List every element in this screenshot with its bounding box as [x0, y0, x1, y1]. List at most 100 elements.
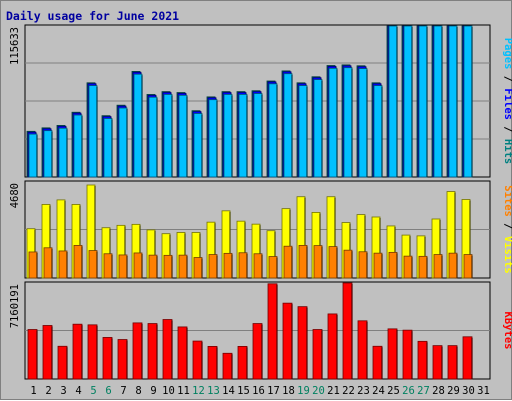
bar-kbytes-day-15 — [237, 345, 248, 380]
bar-kbytes-day-23 — [357, 320, 368, 380]
bar-sites-day-15 — [238, 252, 248, 279]
right-axis-label: KBytes — [502, 312, 512, 350]
bar-pages-day-6 — [103, 118, 113, 178]
y-max-label: 7160191 — [9, 284, 21, 328]
bar-sites-day-11 — [178, 254, 188, 279]
bar-pages-day-21 — [328, 67, 338, 178]
bar-kbytes-day-27 — [417, 340, 428, 380]
x-tick-label: 12 — [192, 385, 205, 397]
bar-sites-day-19 — [298, 245, 308, 279]
bar-sites-day-8 — [133, 252, 143, 279]
x-tick-label: 7 — [120, 385, 126, 397]
bar-sites-day-18 — [283, 245, 293, 279]
panel-hits-files-pages: 115633 Pages / Files / Hits — [9, 24, 512, 178]
right-axis-label: Pages / Files / Hits — [502, 38, 512, 164]
bar-pages-day-29 — [448, 25, 458, 178]
bar-sites-day-17 — [268, 256, 278, 279]
x-tick-label: 30 — [462, 385, 475, 397]
bar-pages-day-18 — [283, 73, 293, 178]
series-sites — [28, 245, 473, 279]
bar-sites-day-5 — [88, 250, 98, 279]
x-tick-label: 15 — [237, 385, 250, 397]
bar-pages-day-20 — [313, 79, 323, 178]
bar-sites-day-27 — [418, 255, 428, 279]
bar-kbytes-day-9 — [147, 323, 158, 380]
x-tick-label: 8 — [135, 385, 141, 397]
bar-sites-day-25 — [388, 251, 398, 279]
bar-pages-day-4 — [73, 114, 83, 178]
bar-pages-day-8 — [133, 73, 143, 178]
bar-kbytes-day-25 — [387, 328, 398, 380]
x-tick-label: 18 — [282, 385, 295, 397]
bar-sites-day-14 — [223, 252, 233, 279]
bar-kbytes-day-21 — [327, 313, 338, 380]
x-tick-label: 1 — [30, 385, 36, 397]
x-tick-label: 31 — [477, 385, 490, 397]
bar-sites-day-24 — [373, 252, 383, 279]
x-tick-label: 3 — [60, 385, 66, 397]
bar-pages-day-7 — [118, 107, 128, 178]
bar-pages-day-3 — [58, 127, 68, 178]
bar-pages-day-13 — [208, 99, 218, 178]
y-max-label: 115633 — [9, 27, 21, 65]
bar-kbytes-day-8 — [132, 322, 143, 380]
bar-sites-day-7 — [118, 254, 128, 279]
axis-label-part: Pages — [502, 38, 512, 70]
bar-kbytes-day-29 — [447, 345, 458, 380]
x-tick-label: 6 — [105, 385, 111, 397]
axis-label-part: Hits — [502, 139, 512, 164]
axis-label-part: / — [502, 120, 512, 139]
x-tick-label: 19 — [297, 385, 310, 397]
bar-kbytes-day-16 — [252, 323, 263, 380]
bar-kbytes-day-26 — [402, 329, 413, 380]
panel-visits-sites: 4680 Sites / Visits — [9, 180, 512, 279]
x-tick-label: 20 — [312, 385, 325, 397]
bar-sites-day-21 — [328, 246, 338, 279]
bar-sites-day-23 — [358, 251, 368, 279]
bar-sites-day-6 — [103, 253, 113, 279]
bar-sites-day-3 — [58, 250, 68, 279]
bar-pages-day-25 — [388, 25, 398, 178]
bar-sites-day-16 — [253, 253, 263, 279]
bar-kbytes-day-17 — [267, 283, 278, 380]
bar-kbytes-day-6 — [102, 337, 113, 380]
bar-pages-day-17 — [268, 83, 278, 178]
series-pages — [28, 25, 473, 178]
right-axis-label: Sites / Visits — [502, 185, 512, 274]
x-tick-label: 17 — [267, 385, 280, 397]
bar-pages-day-28 — [433, 25, 443, 178]
bar-pages-day-16 — [253, 93, 263, 178]
axis-label-part: Sites — [502, 185, 512, 217]
x-tick-label: 23 — [357, 385, 370, 397]
x-tick-label: 29 — [447, 385, 460, 397]
x-tick-label: 10 — [162, 385, 175, 397]
bar-pages-day-10 — [163, 94, 173, 178]
bar-pages-day-1 — [28, 133, 38, 178]
bar-kbytes-day-22 — [342, 282, 353, 380]
axis-label-part: / — [502, 217, 512, 236]
bar-pages-day-22 — [343, 67, 353, 178]
bar-kbytes-day-24 — [372, 345, 383, 380]
x-tick-label: 25 — [387, 385, 400, 397]
bar-sites-day-22 — [343, 249, 353, 279]
bar-sites-day-26 — [403, 255, 413, 279]
bar-sites-day-12 — [193, 257, 203, 279]
bar-kbytes-day-20 — [312, 329, 323, 380]
bar-pages-day-15 — [238, 94, 248, 178]
bar-sites-day-4 — [73, 245, 83, 279]
bar-pages-day-2 — [43, 130, 53, 178]
panel-kbytes: 7160191 KBytes — [9, 281, 512, 380]
bar-pages-day-19 — [298, 85, 308, 178]
bar-kbytes-day-30 — [462, 336, 473, 380]
bar-sites-day-29 — [448, 252, 458, 279]
bar-sites-day-20 — [313, 245, 323, 279]
x-tick-label: 26 — [402, 385, 415, 397]
axis-label-part: Visits — [502, 236, 512, 274]
bar-sites-day-30 — [463, 254, 473, 279]
bar-kbytes-day-14 — [222, 352, 233, 380]
x-tick-label: 4 — [75, 385, 81, 397]
bar-kbytes-day-3 — [57, 345, 68, 380]
x-tick-label: 16 — [252, 385, 265, 397]
